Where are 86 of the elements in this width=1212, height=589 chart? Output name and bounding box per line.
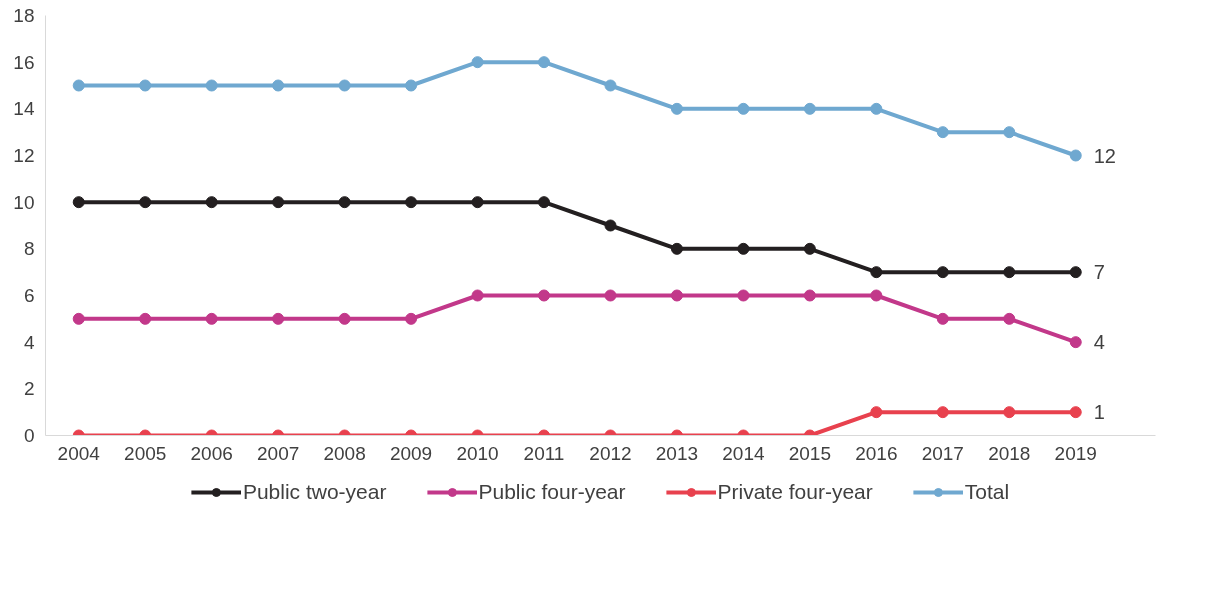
point	[870, 289, 883, 302]
point	[936, 406, 949, 419]
point	[405, 79, 418, 92]
legend-label: Public two-year	[242, 480, 387, 504]
x-tick-label: 2018	[988, 442, 1031, 464]
point	[538, 196, 550, 209]
point	[538, 289, 550, 302]
point	[737, 102, 750, 115]
point	[870, 266, 883, 279]
legend-label: Private four-year	[717, 480, 873, 504]
point	[803, 242, 816, 255]
point	[1069, 336, 1082, 349]
y-tick-label: 8	[23, 238, 35, 260]
point	[72, 79, 85, 92]
point	[870, 406, 883, 419]
point	[670, 289, 683, 302]
point	[936, 266, 949, 279]
point	[205, 312, 218, 325]
y-tick-label: 16	[13, 51, 35, 73]
legend-label: Public four-year	[478, 480, 626, 504]
x-tick-label: 2019	[1054, 442, 1097, 464]
y-tick-label: 4	[23, 331, 35, 353]
point	[670, 102, 683, 115]
point	[338, 196, 351, 209]
x-tick-label: 2009	[389, 442, 433, 464]
point	[936, 312, 949, 325]
point	[538, 56, 550, 69]
point	[670, 242, 683, 255]
point	[737, 289, 750, 302]
x-tick-label: 2016	[855, 442, 898, 464]
point	[1003, 266, 1016, 279]
x-tick-label: 2008	[323, 442, 366, 464]
point	[139, 312, 152, 325]
y-tick-label: 14	[13, 98, 35, 120]
point	[1069, 149, 1082, 162]
y-tick-label: 10	[13, 191, 35, 213]
point	[1069, 266, 1082, 279]
point	[338, 312, 351, 325]
point	[936, 126, 949, 139]
x-tick-label: 2004	[57, 442, 101, 464]
x-tick-label: 2014	[722, 442, 765, 464]
point	[1003, 126, 1016, 139]
x-tick-label: 2013	[655, 442, 699, 464]
point	[471, 196, 484, 209]
data-label: 4	[1093, 331, 1105, 354]
point	[1003, 406, 1016, 419]
point	[803, 102, 816, 115]
point	[205, 79, 218, 92]
point	[338, 79, 351, 92]
x-tick-label: 2015	[788, 442, 832, 464]
point	[471, 56, 484, 69]
x-tick-label: 2017	[921, 442, 964, 464]
point	[870, 102, 883, 115]
data-label: 12	[1093, 144, 1116, 167]
point	[272, 312, 285, 325]
x-tick-label: 2005	[124, 442, 167, 464]
point	[139, 79, 152, 92]
x-tick-label: 2007	[257, 442, 300, 464]
y-tick-label: 6	[23, 285, 35, 306]
y-tick-label: 2	[23, 378, 35, 400]
point	[604, 79, 617, 92]
point	[604, 289, 617, 302]
x-tick-label: 2012	[589, 442, 632, 464]
x-tick-label: 2011	[523, 442, 565, 464]
y-tick-label: 0	[23, 425, 35, 446]
point	[471, 289, 484, 302]
y-tick-label: 12	[13, 145, 35, 166]
point	[405, 312, 418, 325]
legend-label: Total	[964, 480, 1010, 504]
point	[604, 219, 617, 232]
x-tick-label: 2010	[456, 442, 499, 464]
point	[272, 79, 285, 92]
point	[272, 196, 285, 209]
point	[405, 196, 418, 209]
point	[803, 289, 816, 302]
point	[72, 196, 85, 209]
point	[72, 312, 85, 325]
point	[737, 242, 750, 255]
data-label: 7	[1093, 261, 1105, 284]
y-tick-label: 18	[13, 5, 35, 26]
data-label: 1	[1093, 401, 1105, 424]
point	[205, 196, 218, 209]
point	[1069, 406, 1082, 419]
point	[139, 196, 152, 209]
x-tick-label: 2006	[190, 442, 233, 464]
point	[1003, 312, 1016, 325]
